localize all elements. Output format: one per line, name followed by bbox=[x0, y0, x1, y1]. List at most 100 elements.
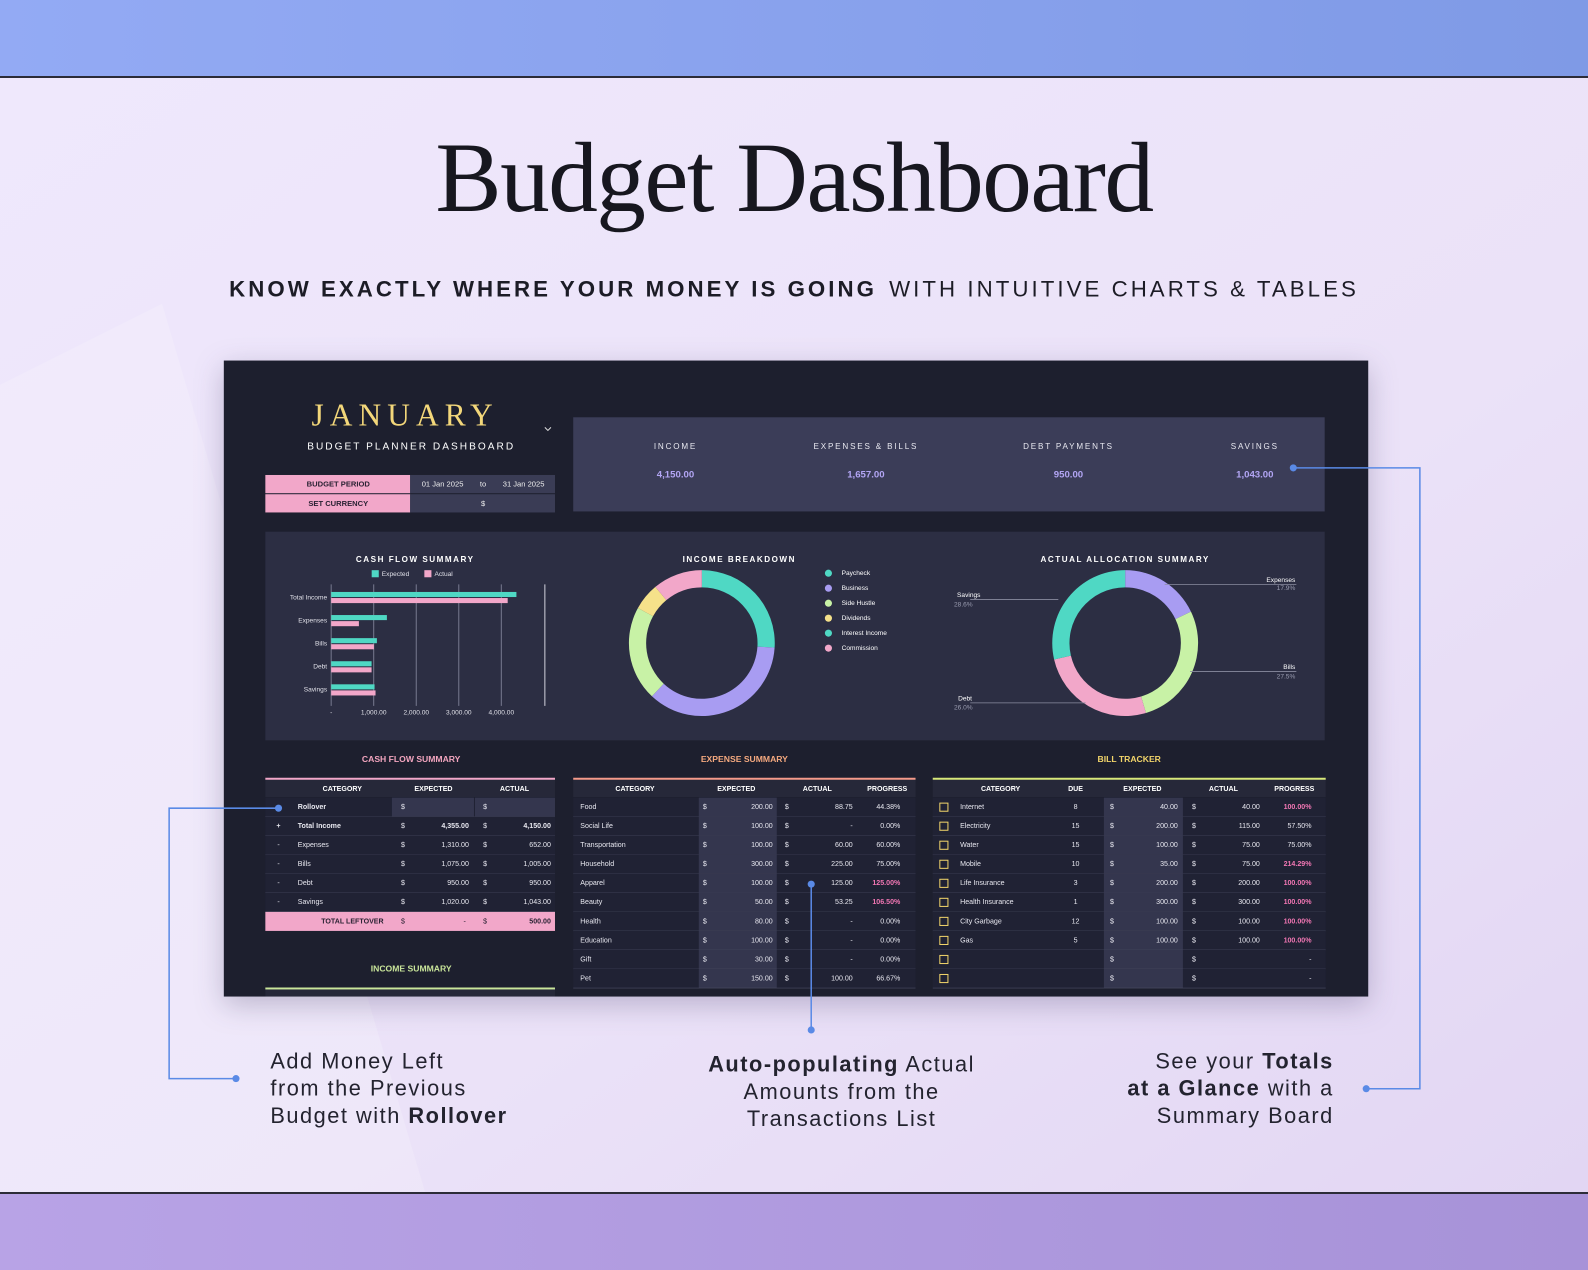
page-subtitle: KNOW EXACTLY WHERE YOUR MONEY IS GOING WI… bbox=[229, 277, 1359, 302]
slice-name: Savings bbox=[957, 592, 981, 599]
total-label: TOTAL LEFTOVER bbox=[321, 917, 383, 925]
column-header: CATEGORY bbox=[981, 785, 1021, 793]
column-header: CATEGORY bbox=[323, 785, 363, 793]
donut-segment bbox=[637, 586, 667, 617]
cell-bg bbox=[698, 969, 777, 989]
table-cell: Total Income bbox=[298, 822, 341, 830]
currency-symbol: $ bbox=[1192, 917, 1196, 925]
setting-value-bg bbox=[410, 494, 555, 513]
table-cell: 3 bbox=[1074, 879, 1078, 887]
table-cell: 10 bbox=[1072, 860, 1080, 868]
table-cell: 150.00 bbox=[751, 974, 773, 982]
callout-text: from the Previous bbox=[270, 1075, 466, 1100]
table-cell: Gas bbox=[960, 936, 973, 944]
legend-label: Business bbox=[842, 585, 869, 592]
chart-title: CASH FLOW SUMMARY bbox=[356, 555, 475, 564]
cell-bg bbox=[1103, 911, 1183, 931]
table-cell: 1,310.00 bbox=[441, 841, 469, 849]
legend-swatch bbox=[424, 570, 432, 578]
table-cell: 100.00 bbox=[1238, 917, 1260, 925]
table-cell: 200.00 bbox=[1238, 879, 1260, 887]
callout-line: from the Previous bbox=[270, 1075, 466, 1100]
currency-symbol: $ bbox=[1192, 936, 1196, 944]
table-cell: 1,043.00 bbox=[523, 898, 551, 906]
table-cell: 30.00 bbox=[755, 955, 773, 963]
period-start: 01 Jan 2025 bbox=[422, 480, 464, 489]
currency-symbol: $ bbox=[703, 898, 707, 906]
cell-bg bbox=[698, 797, 777, 817]
cell-bg bbox=[698, 949, 777, 970]
table-cell: Education bbox=[580, 936, 612, 944]
x-tick-label: 1,000.00 bbox=[361, 710, 387, 717]
donut-segment bbox=[651, 646, 775, 717]
table-cell: 15 bbox=[1072, 841, 1080, 849]
setting-label: BUDGET PERIOD bbox=[307, 480, 371, 489]
column-header: CATEGORY bbox=[615, 785, 655, 793]
currency-symbol: $ bbox=[703, 841, 707, 849]
y-tick-label: Savings bbox=[304, 687, 328, 694]
summary-label: INCOME bbox=[654, 442, 697, 451]
currency-symbol: $ bbox=[785, 822, 789, 830]
table-cell: Savings bbox=[298, 898, 324, 906]
cell-bg bbox=[1103, 873, 1183, 893]
cell-bg bbox=[698, 892, 777, 912]
table-cell: Water bbox=[960, 841, 979, 849]
slice-label: 17.9% bbox=[1277, 585, 1296, 592]
callout-text: with a bbox=[1260, 1075, 1334, 1100]
table-cell: 1,075.00 bbox=[441, 860, 469, 868]
table-cell: City Garbage bbox=[960, 917, 1002, 925]
chart-title: INCOME BREAKDOWN bbox=[683, 555, 796, 564]
legend-dot bbox=[824, 599, 832, 607]
table-cell: Internet bbox=[960, 803, 984, 811]
currency-value: $ bbox=[481, 499, 486, 508]
table-cell: - bbox=[850, 955, 853, 963]
table-cell: 200.00 bbox=[1156, 822, 1178, 830]
table-cell: 44.38% bbox=[876, 803, 901, 811]
table-cell: 12 bbox=[1072, 917, 1080, 925]
table-cell: - bbox=[1309, 955, 1312, 963]
currency-symbol: $ bbox=[1110, 974, 1114, 982]
summary-value: 1,043.00 bbox=[1236, 470, 1273, 481]
cell-bg bbox=[391, 797, 474, 817]
currency-symbol: $ bbox=[703, 879, 707, 887]
callout-text: Totals bbox=[1262, 1048, 1334, 1073]
currency-symbol: $ bbox=[1192, 860, 1196, 868]
y-tick-label: Total Income bbox=[290, 594, 328, 601]
table-header-bg bbox=[265, 989, 555, 997]
slice-label: 27.5% bbox=[1277, 673, 1296, 680]
table-cell: 35.00 bbox=[1160, 860, 1178, 868]
column-header: PROGRESS bbox=[867, 785, 907, 793]
currency-symbol: $ bbox=[483, 860, 487, 868]
slice-name: Expenses bbox=[1266, 577, 1296, 584]
currency-symbol: $ bbox=[785, 860, 789, 868]
legend-label: Expected bbox=[382, 571, 410, 578]
callout-line: Amounts from the bbox=[744, 1079, 940, 1104]
table-cell: - bbox=[850, 936, 853, 944]
table-cell: 57.50% bbox=[1288, 822, 1313, 830]
currency-symbol: $ bbox=[401, 841, 405, 849]
donut-segment bbox=[701, 570, 775, 648]
x-tick-label: 4,000.00 bbox=[489, 710, 515, 717]
bar bbox=[331, 661, 372, 667]
table-cell: 80.00 bbox=[755, 917, 773, 925]
table-cell: 100.00 bbox=[831, 974, 853, 982]
table-cell: Transportation bbox=[580, 841, 625, 849]
donut-segment bbox=[1052, 570, 1126, 660]
table-cell: 100.00 bbox=[751, 841, 773, 849]
dropdown-arrow bbox=[544, 427, 552, 432]
table-cell: 115.00 bbox=[1239, 822, 1260, 830]
table-cell: 4,355.00 bbox=[441, 822, 469, 830]
callout-line: See your Totals bbox=[1155, 1048, 1333, 1073]
callout-line: at a Glance with a bbox=[1127, 1075, 1333, 1100]
cell-bg bbox=[1103, 854, 1183, 874]
checkbox bbox=[939, 973, 949, 984]
summary-board bbox=[573, 417, 1325, 512]
page-title: Budget Dashboard bbox=[435, 124, 1153, 233]
table-cell: Pet bbox=[580, 974, 591, 982]
currency-symbol: $ bbox=[1192, 898, 1196, 906]
currency-symbol: $ bbox=[785, 974, 789, 982]
table-cell: 75.00 bbox=[1242, 860, 1260, 868]
table-cell: 1,020.00 bbox=[441, 898, 469, 906]
